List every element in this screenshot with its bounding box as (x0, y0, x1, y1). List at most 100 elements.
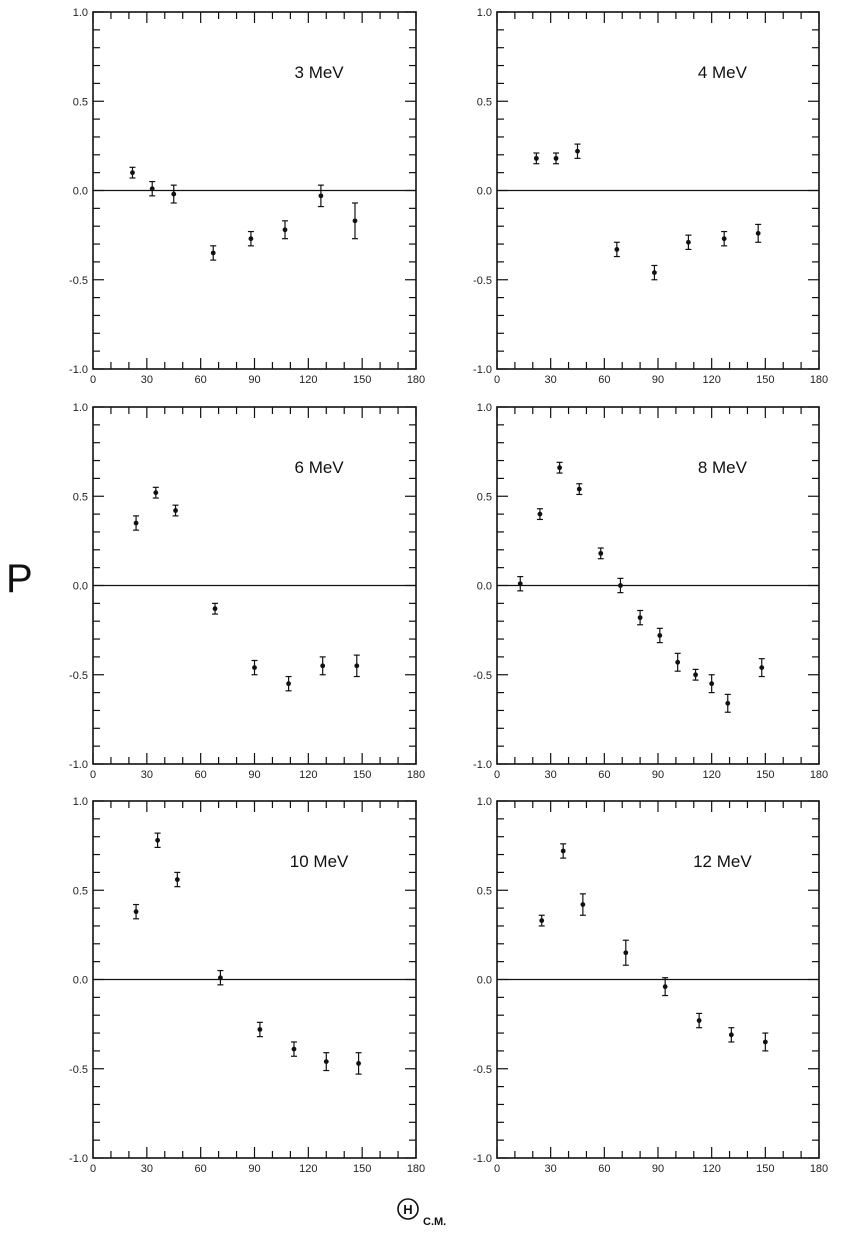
panels: 0 30 60 90 120 150 180 -1.0 -0.5 0.0 0.5 1.0 3 MeV 0 3… (69, 7, 828, 1175)
y-tick-label: -1.0 (473, 759, 492, 771)
x-tick-label: 30 (545, 769, 557, 781)
data-marker (614, 247, 620, 252)
data-marker (709, 681, 715, 687)
data-marker (248, 236, 254, 242)
x-tick-label: 90 (652, 374, 664, 386)
y-tick-label: -0.5 (473, 275, 492, 287)
x-tick-label: 0 (494, 1163, 500, 1175)
data-marker (291, 1046, 297, 1052)
data-point (323, 1052, 330, 1072)
data-marker (320, 663, 326, 669)
data-point (290, 1041, 297, 1057)
y-tick-label: 1.0 (73, 402, 88, 414)
x-tick-label: 180 (810, 374, 828, 386)
y-tick-label: 1.0 (477, 402, 492, 414)
data-point (696, 1012, 703, 1029)
data-point (129, 166, 136, 179)
data-marker (533, 155, 539, 161)
data-point (533, 152, 540, 165)
data-point (517, 575, 524, 592)
panel-4: 0 30 60 90 120 150 180 -1.0 -0.5 0.0 0.5 1.0 8 MeV (473, 402, 828, 781)
x-tick-label: 180 (407, 374, 425, 386)
panel-annotation: 6 MeV (295, 458, 345, 477)
x-tick-label: 180 (407, 1163, 425, 1175)
data-point (538, 914, 545, 927)
data-point (674, 652, 681, 672)
x-tick-label: 150 (756, 374, 774, 386)
data-point (708, 674, 715, 694)
data-marker (171, 191, 177, 197)
data-point (282, 220, 289, 240)
data-point (724, 693, 731, 713)
x-tick-label: 60 (598, 374, 610, 386)
y-tick-label: 0.0 (73, 186, 88, 198)
data-point (637, 609, 644, 626)
data-point (617, 577, 624, 594)
y-tick-label: -0.5 (473, 670, 492, 682)
data-marker (686, 239, 691, 245)
y-tick-label: -0.5 (473, 1064, 492, 1076)
data-marker (174, 877, 180, 882)
data-marker (539, 918, 545, 923)
theta-circle-icon (397, 1198, 419, 1220)
x-tick-label: 180 (810, 769, 828, 781)
y-tick-label: 0.5 (477, 96, 492, 108)
data-marker (282, 227, 288, 233)
data-point (692, 668, 699, 681)
data-marker (637, 615, 643, 621)
data-marker (575, 148, 580, 154)
data-point (319, 656, 326, 676)
data-point (556, 461, 563, 474)
data-point (597, 547, 604, 560)
data-marker (553, 155, 559, 161)
data-point (685, 234, 692, 251)
data-point (172, 504, 179, 517)
data-marker (133, 909, 139, 915)
data-marker (252, 665, 257, 671)
data-point (758, 658, 765, 678)
y-tick-label: -1.0 (473, 1153, 492, 1165)
data-marker (218, 975, 223, 981)
data-point (251, 659, 258, 676)
data-point (285, 675, 292, 692)
y-tick-label: 0.5 (73, 885, 88, 897)
data-marker (675, 659, 681, 665)
y-tick-label: 0.0 (477, 581, 492, 593)
x-tick-label: 60 (195, 769, 207, 781)
x-tick-label: 150 (756, 1163, 774, 1175)
data-marker (354, 663, 360, 669)
x-tick-label: 30 (545, 1163, 557, 1175)
data-point (574, 143, 581, 159)
panel-annotation: 4 MeV (698, 63, 748, 82)
data-point (651, 264, 658, 281)
x-tick-label: 90 (248, 769, 260, 781)
x-tick-label: 120 (299, 374, 317, 386)
x-axis-label-symbol: H (403, 1202, 412, 1217)
data-marker (153, 490, 159, 496)
y-tick-label: 0.5 (73, 491, 88, 503)
data-point (536, 508, 543, 521)
y-tick-label: -1.0 (69, 364, 88, 376)
data-marker (721, 236, 727, 242)
x-tick-label: 60 (195, 1163, 207, 1175)
x-axis-label-subscript: C.M. (423, 1216, 446, 1228)
x-tick-label: 150 (353, 1163, 371, 1175)
x-tick-label: 30 (141, 374, 153, 386)
y-tick-label: 1.0 (477, 7, 492, 19)
data-point (247, 230, 254, 247)
data-marker (517, 581, 523, 587)
data-marker (149, 186, 155, 192)
y-axis-label: P (6, 557, 33, 601)
y-tick-label: -1.0 (69, 1153, 88, 1165)
panel-3: 0 30 60 90 120 150 180 -1.0 -0.5 0.0 0.5 1.0 6 MeV (69, 402, 425, 781)
x-tick-label: 120 (702, 769, 720, 781)
data-marker (352, 218, 358, 224)
panel-annotation: 8 MeV (698, 458, 748, 477)
data-marker (210, 250, 216, 256)
data-point (149, 180, 156, 197)
x-tick-label: 120 (299, 769, 317, 781)
x-tick-label: 60 (598, 769, 610, 781)
data-point (133, 515, 140, 531)
x-tick-label: 90 (248, 374, 260, 386)
y-tick-label: -0.5 (69, 1064, 88, 1076)
